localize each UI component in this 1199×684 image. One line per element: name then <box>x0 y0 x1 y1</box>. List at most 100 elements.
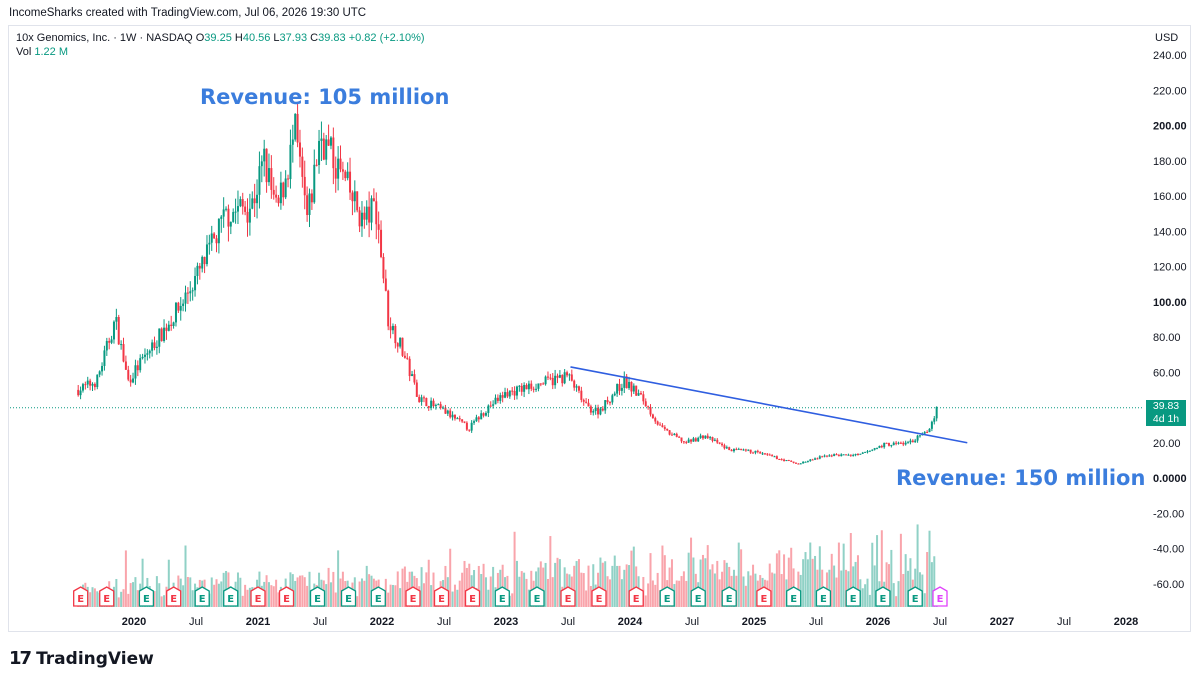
y-tick-label: -40.00 <box>1153 544 1184 556</box>
tradingview-logo[interactable]: 17 TradingView <box>9 648 154 669</box>
volume-bar <box>599 557 602 607</box>
candle-body <box>575 386 578 388</box>
candle-body <box>77 389 80 396</box>
candle-body <box>663 427 666 429</box>
volume-bar <box>902 573 905 607</box>
candle-body <box>98 371 101 375</box>
volume-bar <box>845 569 848 607</box>
volume-bar <box>523 572 526 607</box>
volume-bar <box>463 560 466 607</box>
candle-body <box>277 197 280 204</box>
earnings-badge-icon <box>433 586 450 607</box>
candle-body <box>182 303 185 306</box>
candle-body <box>344 171 347 179</box>
earnings-label: E <box>438 594 445 605</box>
candle-body <box>306 195 309 216</box>
candle-body <box>279 182 282 204</box>
candle-body <box>220 216 223 219</box>
x-tick-label: 2028 <box>1114 616 1138 628</box>
candle-body <box>687 439 690 443</box>
candle-body <box>236 206 239 212</box>
candle-body <box>742 449 745 451</box>
candle-body <box>244 206 247 212</box>
candle-body <box>139 358 142 371</box>
symbol-legend[interactable]: 10x Genomics, Inc. · 1W · NASDAQ O39.25 … <box>16 31 425 59</box>
candle-body <box>897 442 900 444</box>
change-value: +0.82 (+2.10%) <box>348 32 425 44</box>
candle-body <box>725 447 728 449</box>
candle-body <box>866 451 869 453</box>
candle-body <box>821 456 824 458</box>
candle-body <box>356 191 359 211</box>
volume-bar <box>453 584 456 607</box>
candle-body <box>368 206 371 223</box>
volume-bar <box>189 577 192 607</box>
candle-body <box>504 392 507 398</box>
candle-body <box>549 377 552 379</box>
candle-body <box>246 211 249 223</box>
candle-body <box>499 395 502 401</box>
volume-bar <box>89 592 92 607</box>
candle-body <box>158 328 161 347</box>
volume-bar <box>186 576 189 607</box>
volume-bar <box>294 580 297 607</box>
candle-body <box>167 324 170 331</box>
candle-body <box>773 456 776 458</box>
volume-bar <box>680 576 683 607</box>
symbol-name[interactable]: 10x Genomics, Inc. · 1W · NASDAQ <box>16 32 193 44</box>
volume-bar <box>611 565 614 607</box>
candle-body <box>349 171 352 193</box>
volume-bar <box>647 583 650 607</box>
volume-bar <box>749 575 752 607</box>
volume-bar <box>515 560 518 607</box>
volume-bar <box>389 584 392 607</box>
candle-body <box>267 168 270 183</box>
volume-bar <box>394 585 397 607</box>
volume-bar <box>117 597 120 607</box>
candle-body <box>81 384 84 391</box>
earnings-label: E <box>565 594 572 605</box>
candle-body <box>711 437 714 441</box>
candle-body <box>558 375 561 378</box>
candle-body <box>451 414 454 418</box>
earnings-marker: E <box>628 586 644 607</box>
candle-body <box>546 376 549 378</box>
candle-body <box>709 437 712 439</box>
candle-body <box>697 437 700 442</box>
candle-body <box>728 447 731 450</box>
volume-bar <box>780 574 783 607</box>
candle-body <box>315 164 318 166</box>
candle-body <box>642 394 645 402</box>
candle-body <box>682 441 685 443</box>
candle-body <box>484 412 487 416</box>
candle-body <box>597 407 600 415</box>
volume-bar <box>732 569 735 607</box>
candle-body <box>570 374 573 381</box>
candle-body <box>475 417 478 422</box>
volume-bar <box>768 563 771 607</box>
candle-body <box>375 201 378 225</box>
candle-body <box>818 456 821 459</box>
candle-body <box>515 386 518 396</box>
candle-body <box>446 410 449 414</box>
candle-body <box>282 182 285 198</box>
x-tick-label: Jul <box>313 616 327 628</box>
volume-bar <box>141 558 144 607</box>
earnings-label: E <box>227 594 234 605</box>
candle-body <box>794 462 797 464</box>
candle-body <box>680 437 683 442</box>
earnings-label: E <box>143 594 150 605</box>
volume-bar <box>360 578 363 607</box>
volume-bar <box>661 545 664 607</box>
volume-bar <box>124 550 127 607</box>
currency-label[interactable]: USD <box>1155 32 1179 44</box>
earnings-label: E <box>199 594 206 605</box>
candle-body <box>384 278 387 291</box>
candle-body <box>112 321 115 340</box>
candle-body <box>659 424 662 426</box>
candle-body <box>136 365 139 371</box>
candle-body <box>84 384 87 386</box>
candle-body <box>809 459 812 461</box>
earnings-badge-icon <box>907 586 923 607</box>
